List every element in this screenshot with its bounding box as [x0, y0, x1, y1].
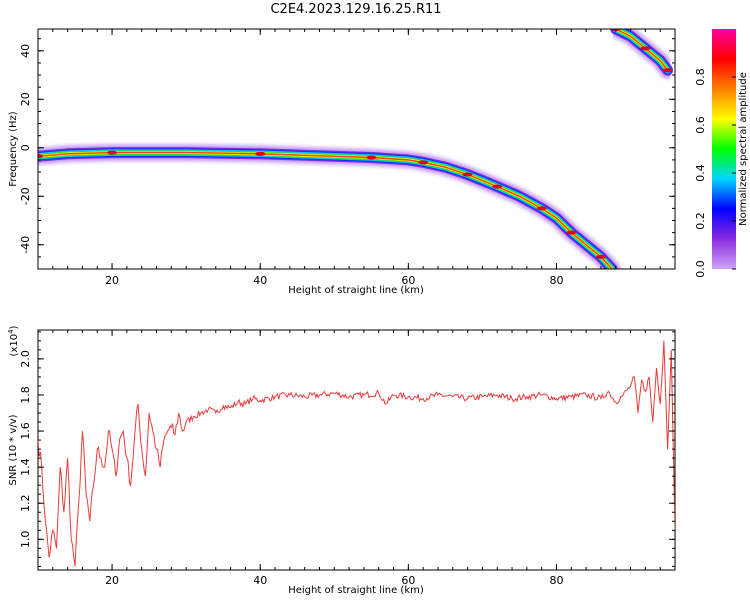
colorbar-ticks: 0.0 0.2 0.4 0.6 0.8 — [694, 68, 736, 278]
spectrogram-hotspot — [566, 230, 577, 235]
colorbar-tick-label: 0.6 — [694, 116, 707, 134]
spectrogram-y-axis-label: Frequency (Hz) — [8, 111, 19, 187]
spectrogram-ridge-band — [38, 151, 613, 269]
colorbar-tick-label: 0.0 — [694, 260, 707, 278]
y-tick-label: 1.2 — [19, 494, 32, 512]
spectrogram-panel: 20 40 60 80 -40 -20 0 20 40 Height of straight … — [8, 28, 676, 296]
spectrogram-hotspot — [366, 155, 377, 160]
colorbar-label: Normalized spectral amplitude — [738, 72, 749, 226]
snr-plot-area — [37, 329, 676, 571]
snr-multiplier: (x104) — [7, 325, 20, 356]
spectrogram-x-ticks: 20 40 60 80 — [37, 29, 676, 287]
spectrogram-hotspot — [38, 154, 43, 159]
x-tick-label: 20 — [105, 574, 119, 587]
x-tick-label: 40 — [253, 574, 267, 587]
colorbar: 0.0 0.2 0.4 0.6 0.8 Normalized spectral ampl… — [694, 29, 749, 278]
snr-series-line — [38, 340, 675, 567]
colorbar-tick-label: 0.8 — [694, 68, 707, 86]
colorbar-tick-label: 0.4 — [694, 164, 707, 182]
chart-title: C2E4.2023.129.16.25.R11 — [270, 2, 442, 17]
spectrogram-hotspot — [536, 206, 547, 211]
x-tick-label: 80 — [549, 574, 563, 587]
y-tick-label: -20 — [19, 187, 32, 205]
spectrogram-hotspot — [255, 151, 266, 156]
y-tick-label: 1.0 — [19, 531, 32, 549]
spectrogram-ridge — [38, 29, 675, 269]
y-tick-label: -40 — [19, 236, 32, 254]
y-tick-label: 40 — [19, 44, 32, 58]
x-tick-label: 20 — [105, 274, 119, 287]
y-tick-label: 20 — [19, 92, 32, 106]
spectrogram-x-axis-label: Height of straight line (km) — [288, 285, 424, 296]
snr-x-ticks: 20 40 60 80 — [37, 330, 676, 587]
x-tick-label: 60 — [401, 274, 415, 287]
snr-y-ticks: 1.0 1.2 1.4 1.6 1.8 2.0 — [19, 331, 675, 567]
y-tick-label: 1.6 — [19, 422, 32, 440]
spectrogram-y-ticks: -40 -20 0 20 40 — [19, 38, 675, 270]
y-tick-label: 2.0 — [19, 350, 32, 368]
y-tick-label: 1.4 — [19, 458, 32, 476]
x-tick-label: 40 — [253, 274, 267, 287]
spectrogram-hotspot — [662, 68, 673, 73]
spectrogram-hotspot — [107, 150, 118, 155]
spectrogram-hotspot — [640, 46, 651, 51]
colorbar-tick-label: 0.2 — [694, 212, 707, 230]
x-tick-label: 60 — [401, 574, 415, 587]
spectrogram-hotspot — [492, 184, 503, 189]
colorbar-gradient — [712, 29, 736, 269]
x-tick-label: 80 — [549, 274, 563, 287]
snr-x-axis-label: Height of straight line (km) — [288, 585, 424, 596]
spectrogram-hotspot — [462, 172, 473, 177]
snr-y-axis-label: SNR (10 * v/v) — [8, 414, 19, 485]
y-tick-label: 0 — [19, 144, 32, 151]
spectrogram-hotspot — [418, 160, 429, 165]
spectrogram-hotspot — [595, 254, 606, 259]
snr-panel: 20 40 60 80 1.0 1.2 1.4 1.6 1.8 2.0 Height of st… — [7, 325, 676, 596]
y-tick-label: 1.8 — [19, 386, 32, 404]
spectrogram-frame — [37, 28, 676, 270]
